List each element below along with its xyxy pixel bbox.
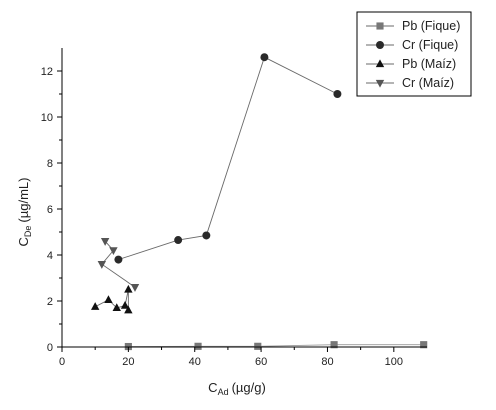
x-tick-label: 100 <box>385 356 403 368</box>
y-axis-title-sub: De <box>23 226 33 238</box>
y-axis-title: CDe (µg/mL) <box>16 178 33 247</box>
data-point <box>333 90 342 98</box>
series-line <box>128 344 424 347</box>
data-point <box>260 53 269 62</box>
data-point <box>194 342 202 350</box>
y-tick-label: 0 <box>47 342 53 354</box>
y-tick-label: 12 <box>41 66 53 78</box>
x-axis-ticks: 0 20 40 60 80 100 <box>59 347 403 368</box>
legend: Pb (Fique) Cr (Fique) Pb (Maíz) Cr (Maíz) <box>356 11 472 97</box>
data-point <box>420 341 428 349</box>
x-axis-title: CAd (µg/g) <box>208 380 266 397</box>
legend-marker <box>375 59 385 68</box>
y-tick-label: 6 <box>47 204 53 216</box>
axes: 0 20 40 60 80 100 0 2 4 6 8 10 12 <box>41 48 427 368</box>
legend-items: Pb (Fique) Cr (Fique) Pb (Maíz) Cr (Maíz) <box>366 19 460 90</box>
data-point <box>97 261 107 269</box>
data-point <box>104 295 113 303</box>
data-point <box>202 231 211 240</box>
y-axis-title-main: C <box>16 237 31 246</box>
series-lines <box>94 56 424 347</box>
legend-marker <box>376 41 384 49</box>
data-point <box>254 342 262 350</box>
x-tick-label: 60 <box>255 356 267 368</box>
x-tick-label: 80 <box>321 356 333 368</box>
data-point <box>174 236 183 245</box>
data-point <box>120 300 130 309</box>
data-point <box>90 302 100 310</box>
legend-label: Pb (Maíz) <box>402 57 456 71</box>
legend-marker <box>375 79 385 88</box>
y-tick-label: 10 <box>41 112 53 124</box>
y-tick-label: 4 <box>47 250 53 262</box>
data-point <box>130 284 140 292</box>
data-point <box>109 247 118 256</box>
y-tick-label: 2 <box>47 296 53 308</box>
data-point <box>100 238 110 246</box>
series-markers <box>90 53 428 351</box>
x-tick-label: 0 <box>59 356 65 368</box>
y-axis-ticks: 0 2 4 6 8 10 12 <box>41 66 62 354</box>
series-line <box>118 56 338 261</box>
x-axis-title-unit: (µg/g) <box>232 380 266 395</box>
legend-label: Cr (Fique) <box>402 38 458 52</box>
data-point <box>330 341 338 349</box>
y-tick-label: 8 <box>47 158 53 170</box>
y-axis-title-unit: (µg/mL) <box>16 178 31 223</box>
data-point <box>112 303 121 312</box>
legend-label: Cr (Maíz) <box>402 76 454 90</box>
x-tick-label: 40 <box>189 356 201 368</box>
data-point <box>124 284 133 293</box>
legend-label: Pb (Fique) <box>402 19 460 33</box>
data-point <box>124 305 133 314</box>
legend-marker <box>376 22 384 30</box>
x-axis-title-main: C <box>208 380 217 395</box>
x-axis-title-sub: Ad <box>218 387 229 397</box>
x-tick-label: 20 <box>122 356 134 368</box>
series-line <box>101 240 136 288</box>
data-point <box>114 255 123 264</box>
